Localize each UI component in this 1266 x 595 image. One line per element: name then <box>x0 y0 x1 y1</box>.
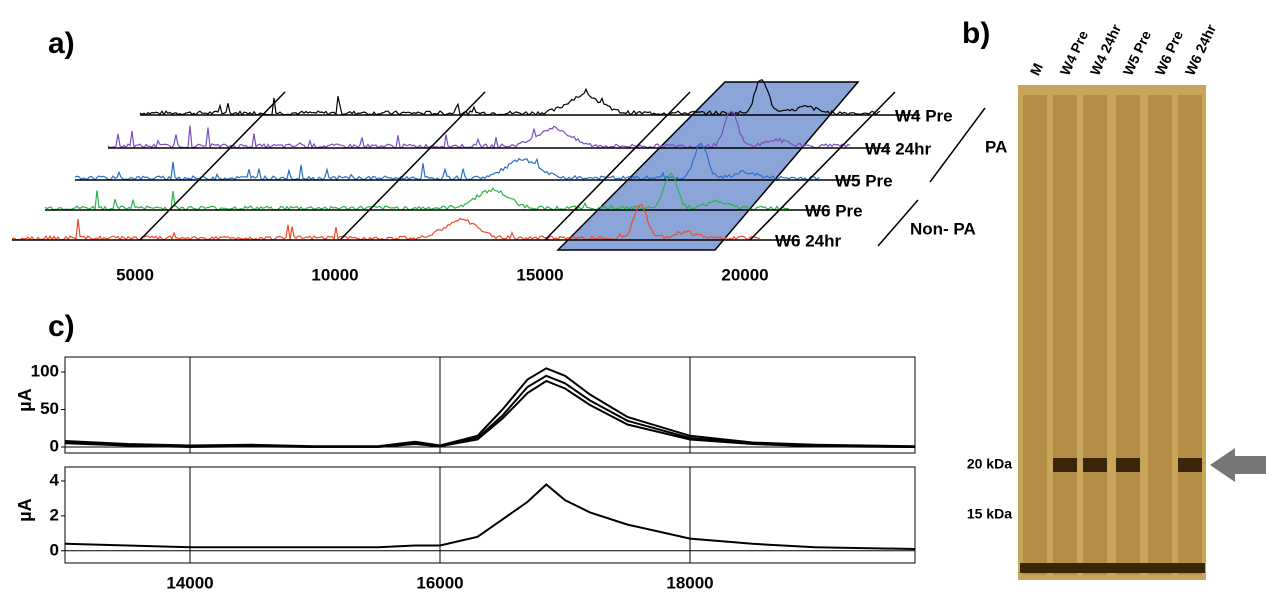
data-line <box>64 379 916 449</box>
y-tick-label: 0 <box>50 540 59 559</box>
gel-band <box>1020 563 1205 573</box>
sample-label: W4 24hr <box>865 139 932 158</box>
lane-label: W4 24hr <box>1087 21 1125 78</box>
x-tick-label: 18000 <box>666 573 713 592</box>
gel-lane <box>1116 95 1140 575</box>
gel-band <box>1083 458 1107 472</box>
gel-lane <box>1178 95 1202 575</box>
group-label: Non- PA <box>910 219 976 238</box>
gel-lane <box>1083 95 1107 575</box>
x-tick-label: 14000 <box>166 573 213 592</box>
gel-band <box>1053 458 1077 472</box>
highlight-region <box>556 81 860 251</box>
axis-tick <box>339 91 486 241</box>
x-tick-label: 15000 <box>516 265 563 284</box>
x-tick-label: 10000 <box>311 265 358 284</box>
gel-lane <box>1148 95 1172 575</box>
group-label: PA <box>985 137 1007 156</box>
y-tick-label: 2 <box>50 505 59 524</box>
panel-label: a) <box>48 27 75 60</box>
y-tick-label: 100 <box>31 361 59 380</box>
lane-label: W6 24hr <box>1182 21 1220 78</box>
data-line <box>64 374 916 448</box>
marker-label: 15 kDa <box>967 506 1012 522</box>
y-axis-label: µA <box>15 498 35 521</box>
axis-tick <box>544 91 691 241</box>
data-line <box>64 367 916 448</box>
sample-label: W4 Pre <box>895 106 953 125</box>
gel <box>1018 85 1206 580</box>
arrow <box>1210 448 1266 482</box>
marker-label: 20 kDa <box>967 456 1012 472</box>
gel-band <box>1178 458 1202 472</box>
panel-label: c) <box>48 310 75 343</box>
axis-tick <box>139 91 286 241</box>
sample-label: W5 Pre <box>835 171 893 190</box>
axis-tick <box>749 91 896 241</box>
gel-lane <box>1023 95 1047 575</box>
gel-lane <box>1053 95 1077 575</box>
bracket <box>929 107 986 183</box>
lane-label: W5 Pre <box>1120 28 1155 78</box>
y-tick-label: 0 <box>50 436 59 455</box>
sample-label: W6 24hr <box>775 231 842 250</box>
bracket <box>877 199 919 247</box>
x-tick-label: 20000 <box>721 265 768 284</box>
lane-label: M <box>1027 60 1046 77</box>
plot-frame <box>64 466 916 564</box>
gel-band <box>1116 458 1140 472</box>
sample-label: W6 Pre <box>805 201 863 220</box>
data-line <box>64 483 916 550</box>
plot-frame <box>64 356 916 454</box>
y-axis-label: µA <box>15 388 35 411</box>
x-tick-label: 5000 <box>116 265 154 284</box>
y-tick-label: 4 <box>50 470 60 489</box>
x-tick-label: 16000 <box>416 573 463 592</box>
panel-label: b) <box>962 17 990 50</box>
y-tick-label: 50 <box>40 399 59 418</box>
